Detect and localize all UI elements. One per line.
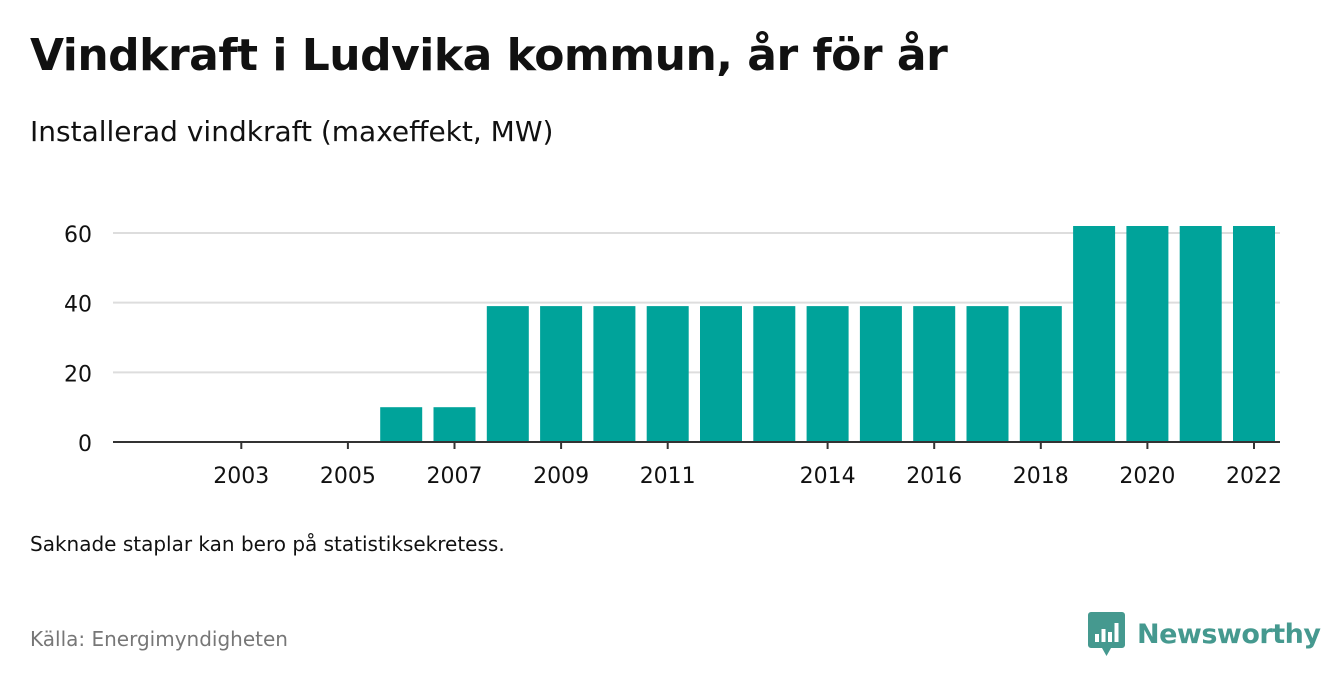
bar-2014: [806, 306, 849, 442]
bar-2020: [1126, 226, 1169, 442]
bars: [380, 226, 1275, 442]
bar-2008: [486, 306, 529, 442]
bar-2011: [646, 306, 689, 442]
x-tick-label: 2018: [1013, 464, 1069, 489]
bar-2010: [593, 306, 636, 442]
bar-2015: [859, 306, 902, 442]
x-tick-label: 2022: [1226, 464, 1282, 489]
y-tick-label: 60: [64, 223, 92, 248]
bar-2006: [380, 407, 423, 442]
bar-2009: [540, 306, 583, 442]
bar-2021: [1179, 226, 1222, 442]
x-tick-label: 2020: [1119, 464, 1175, 489]
x-tick-label: 2005: [320, 464, 376, 489]
chart-title: Vindkraft i Ludvika kommun, år för år: [30, 30, 948, 81]
bar-2019: [1073, 226, 1116, 442]
newsworthy-logo-icon: [1088, 612, 1125, 656]
x-tick-label: 2003: [213, 464, 269, 489]
chart-subtitle: Installerad vindkraft (maxeffekt, MW): [30, 115, 554, 148]
bar-2017: [966, 306, 1009, 442]
x-tick-label: 2014: [800, 464, 856, 489]
x-tick-label: 2009: [533, 464, 589, 489]
footnote: Saknade staplar kan bero på statistiksek…: [30, 532, 505, 556]
source-label: Källa: Energimyndigheten: [30, 627, 288, 651]
bar-2018: [1019, 306, 1062, 442]
axes: 0 20 40 60 2003 2005 2007 2009 2011 2014 2016 2018 2…: [64, 223, 1282, 489]
brand-name: Newsworthy: [1137, 618, 1321, 650]
bar-chart: 0 20 40 60 2003 2005 2007 2009 2011 2014 2016 2018 2…: [64, 223, 1282, 489]
y-tick-label: 40: [64, 293, 92, 318]
bar-2007: [433, 407, 476, 442]
x-tick-label: 2007: [427, 464, 483, 489]
bar-2012: [700, 306, 742, 442]
newsworthy-brand: Newsworthy: [1088, 612, 1321, 656]
bar-2013: [753, 306, 796, 442]
bar-2022: [1233, 226, 1275, 442]
y-tick-label: 20: [64, 362, 92, 387]
y-tick-label: 0: [78, 432, 92, 457]
bar-2016: [913, 306, 956, 442]
x-tick-label: 2011: [640, 464, 696, 489]
x-tick-label: 2016: [906, 464, 962, 489]
